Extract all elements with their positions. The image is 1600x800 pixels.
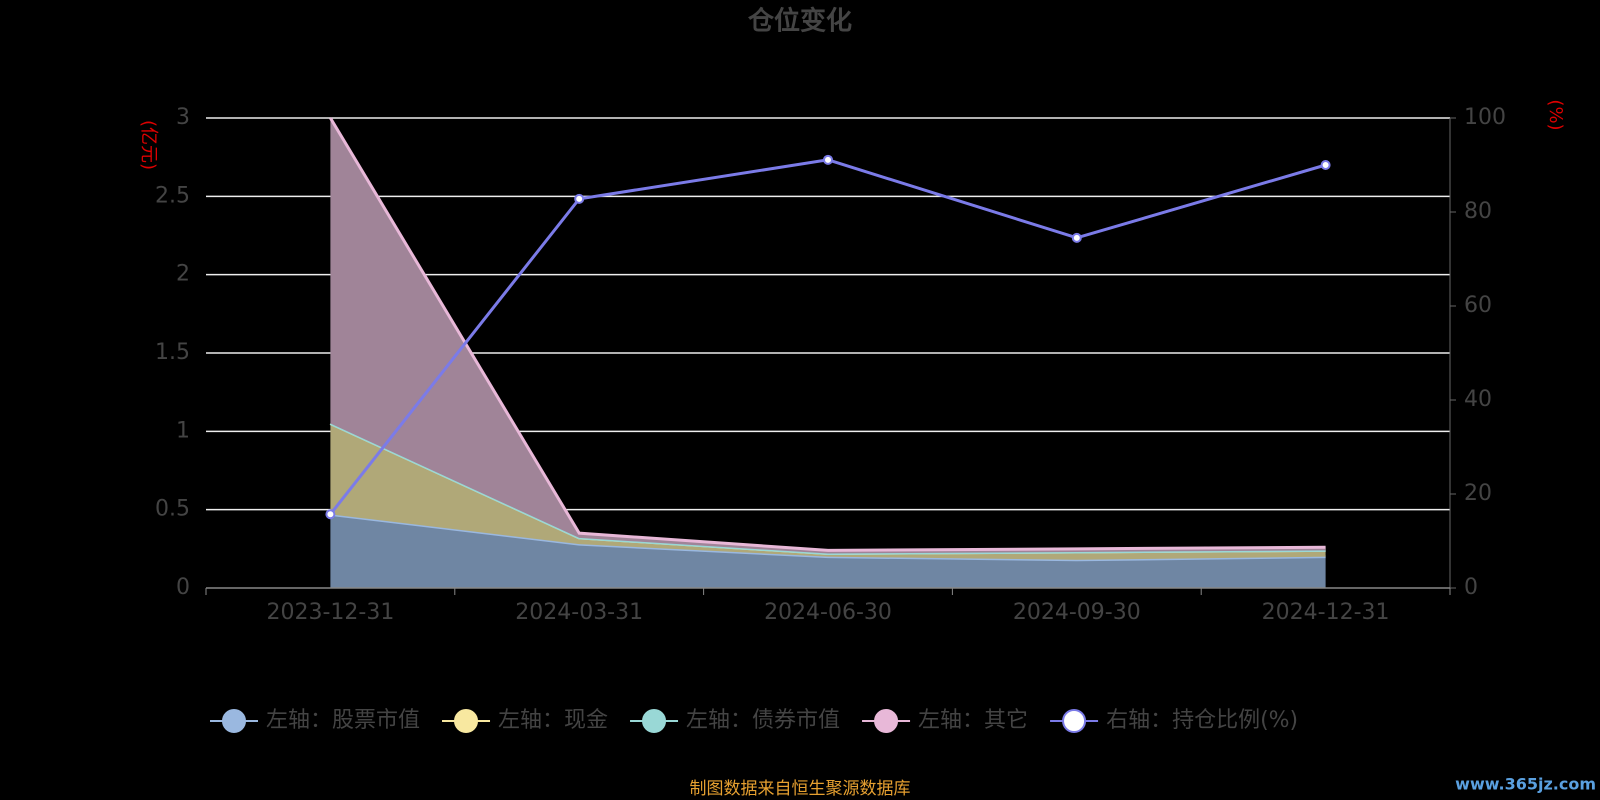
point [823,154,833,165]
y2-tick-label: 0 [1464,575,1478,600]
y-tick-label: 0 [176,575,190,600]
y-tick-label: 1 [176,418,190,443]
legend-symbol [874,709,899,733]
point [1320,160,1331,170]
legend-symbol [1062,709,1087,733]
y2-tick-label: 80 [1464,199,1492,224]
legend-label: 左轴：现金 [498,708,608,733]
x-tick-label: 2024-03-31 [515,600,643,625]
point [1071,232,1082,243]
area-line [329,117,1326,552]
legend-symbol [642,709,667,733]
y2-tick-label: 20 [1464,481,1492,506]
source-note: 制图数据来自恒生聚源数据库 [690,779,911,799]
legend-label: 左轴：债券市值 [686,708,840,733]
y-tick-label: 2.5 [155,183,190,208]
y-tick-label: 2 [176,262,190,287]
y-axis-unit: (亿元) [138,120,159,170]
point [325,509,336,520]
y2-tick-label: 60 [1464,293,1492,318]
legend-symbol [222,709,246,733]
watermark: www.365jz.com [1455,775,1596,794]
x-tick-label: 2024-09-30 [1013,600,1141,625]
point [574,193,585,204]
legend-symbol [454,709,479,733]
area [330,514,1326,588]
x-tick-label: 2023-12-31 [266,600,394,625]
x-tick-label: 2024-12-31 [1262,600,1390,625]
legend-label: 右轴：持仓比例(%) [1106,708,1298,733]
y2-tick-label: 100 [1464,105,1506,130]
x-tick-label: 2024-06-30 [764,600,892,625]
chart-title: 仓位变化 [747,6,852,37]
y-tick-label: 1.5 [155,340,190,365]
area [330,118,1326,554]
y2-tick-label: 40 [1464,387,1492,412]
y-tick-label: 0.5 [155,497,190,522]
legend-label: 左轴：股票市值 [266,708,420,733]
legend-label: 左轴：其它 [918,708,1028,733]
y2-axis-unit: (%) [1545,99,1566,130]
y-tick-label: 3 [176,105,190,130]
